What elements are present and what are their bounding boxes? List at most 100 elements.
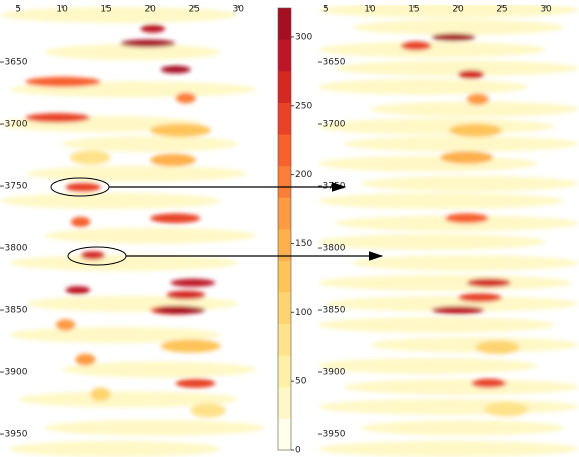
heat-blob bbox=[44, 227, 256, 244]
heat-blob bbox=[431, 33, 476, 42]
heatmap-panel bbox=[0, 6, 265, 457]
heat-blob bbox=[475, 340, 520, 355]
heat-blob bbox=[343, 136, 579, 152]
colorbar-band bbox=[278, 323, 291, 356]
heat-blob bbox=[155, 306, 206, 314]
colorbar-tick-label: 50 bbox=[295, 377, 307, 387]
heat-blob bbox=[70, 216, 91, 228]
colorbar-band bbox=[278, 292, 291, 325]
heatmap-cells bbox=[0, 6, 265, 457]
heat-blob bbox=[150, 213, 201, 224]
heat-blob bbox=[160, 65, 191, 74]
colorbar-tick-label: 150 bbox=[295, 239, 312, 249]
x-tick-label: 25 bbox=[188, 5, 199, 15]
heat-blob bbox=[62, 361, 256, 378]
colorbar-tick-label: 200 bbox=[295, 170, 312, 180]
heat-blob bbox=[318, 316, 555, 333]
y-tick-label: 3950 bbox=[323, 430, 346, 440]
heat-blob bbox=[484, 402, 529, 417]
colorbar-band bbox=[278, 260, 291, 293]
heat-blob bbox=[361, 420, 564, 436]
heat-blob bbox=[44, 419, 265, 436]
heat-blob bbox=[170, 278, 216, 287]
heat-blob bbox=[65, 182, 101, 193]
x-tick-label: 30 bbox=[233, 5, 245, 15]
heat-blob bbox=[0, 192, 221, 210]
heat-blob bbox=[361, 175, 579, 192]
heat-blob bbox=[9, 254, 239, 272]
heat-blob bbox=[25, 113, 91, 123]
heat-blob bbox=[431, 306, 485, 315]
colorbar-band bbox=[278, 102, 291, 135]
heatmap-cells bbox=[318, 5, 579, 457]
heat-blob bbox=[369, 336, 579, 353]
heat-blob bbox=[334, 60, 579, 77]
y-tick-label: 3850 bbox=[323, 306, 346, 316]
heat-blob bbox=[318, 41, 546, 58]
y-tick-label: 3800 bbox=[323, 244, 346, 254]
heat-blob bbox=[449, 123, 502, 137]
x-tick-label: 15 bbox=[100, 5, 111, 15]
heat-blob bbox=[318, 274, 573, 291]
heat-blob bbox=[318, 192, 564, 209]
heat-blob bbox=[140, 24, 166, 33]
y-tick-label: 3900 bbox=[323, 368, 346, 378]
heat-blob bbox=[440, 151, 494, 164]
colorbar-band bbox=[278, 71, 291, 104]
heat-blob bbox=[25, 76, 101, 87]
x-tick-label: 25 bbox=[496, 5, 507, 15]
colorbar-frame bbox=[277, 7, 292, 451]
y-tick-label: 3850 bbox=[5, 306, 28, 316]
colorbar-band bbox=[278, 165, 291, 198]
y-tick-label: 3750 bbox=[5, 182, 28, 192]
heat-blob bbox=[80, 251, 106, 260]
y-tick-label: 3900 bbox=[5, 368, 28, 378]
colorbar-band bbox=[278, 8, 291, 40]
heat-blob bbox=[318, 155, 538, 172]
heat-blob bbox=[352, 19, 564, 36]
heat-blob bbox=[352, 255, 579, 271]
colorbar-band bbox=[278, 386, 291, 419]
heat-blob bbox=[26, 295, 239, 312]
heat-blob bbox=[55, 319, 76, 331]
heat-blob bbox=[120, 39, 176, 48]
heat-blob bbox=[318, 357, 538, 374]
colorbar-tick-label: 0 bbox=[295, 446, 301, 456]
x-tick-label: 15 bbox=[408, 5, 419, 15]
colorbar: 0 50 100 150 200 250 300 bbox=[277, 7, 312, 456]
colorbar-band bbox=[278, 355, 291, 388]
heat-blob bbox=[325, 295, 579, 312]
heat-blob bbox=[75, 353, 96, 366]
heat-blob bbox=[150, 153, 196, 167]
heat-blob bbox=[343, 379, 579, 395]
colorbar-tick-label: 100 bbox=[295, 308, 312, 318]
heat-blob bbox=[400, 41, 432, 51]
heat-blob bbox=[318, 118, 555, 135]
y-tick-label: 3650 bbox=[5, 58, 28, 68]
heat-blob bbox=[466, 93, 489, 105]
heat-blob bbox=[26, 165, 248, 182]
y-tick-label: 3700 bbox=[5, 120, 28, 130]
annotations bbox=[50, 177, 384, 266]
heat-blob bbox=[90, 387, 111, 402]
x-tick-label: 30 bbox=[540, 5, 552, 15]
colorbar-band bbox=[278, 229, 291, 261]
heat-blob bbox=[9, 440, 221, 457]
heat-blob bbox=[70, 150, 111, 165]
y-tick-label: 3700 bbox=[323, 120, 346, 130]
heat-blob bbox=[65, 286, 91, 295]
heat-blob bbox=[318, 5, 579, 18]
heat-blob bbox=[369, 101, 579, 117]
heat-blob bbox=[457, 69, 485, 79]
heat-blob bbox=[318, 233, 546, 250]
colorbar-tick-label: 300 bbox=[295, 32, 312, 42]
heat-blob bbox=[62, 135, 239, 152]
x-tick-label: 5 bbox=[323, 5, 329, 15]
x-tick-label: 20 bbox=[452, 5, 464, 15]
heat-blob bbox=[44, 44, 221, 61]
heat-blob bbox=[466, 278, 511, 288]
heat-blob bbox=[444, 213, 489, 224]
x-tick-label: 10 bbox=[56, 5, 68, 15]
